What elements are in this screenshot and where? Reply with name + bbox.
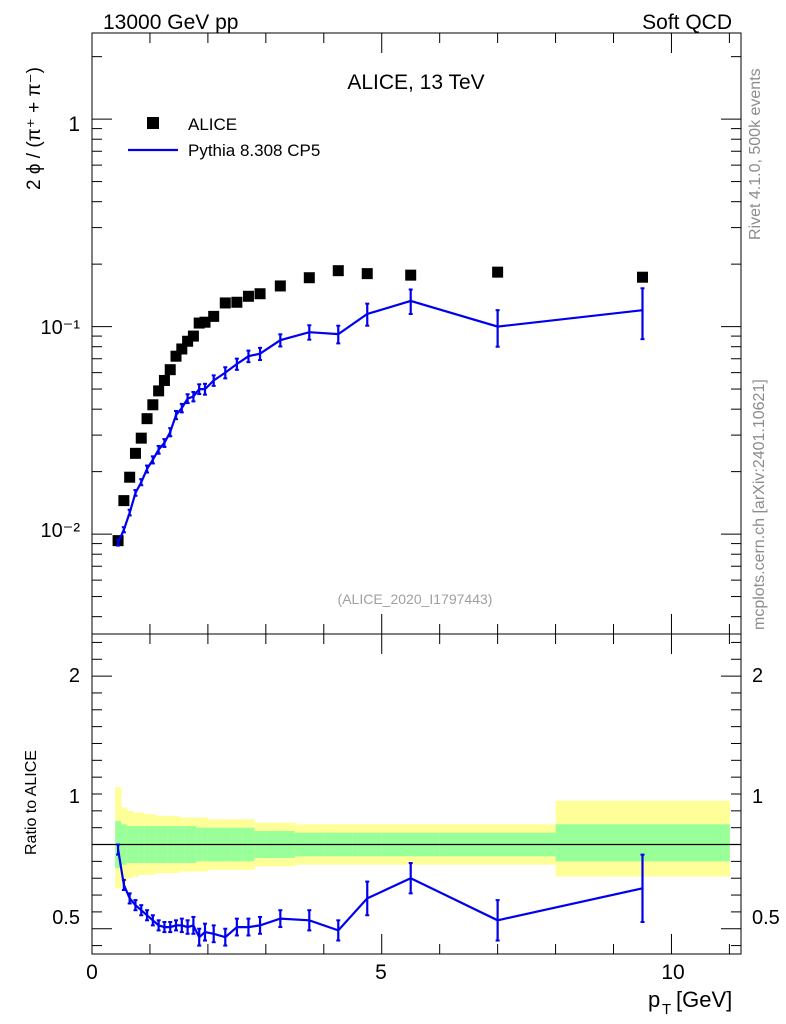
alice-data-point: [254, 288, 266, 300]
ratio-plot-layer: [91, 634, 741, 954]
alice-data-point: [182, 335, 194, 347]
ratio-y-tick-1-right: 1: [752, 786, 763, 808]
y-tick-label-1: 1: [68, 113, 80, 136]
alice-data-point: [135, 432, 147, 444]
alice-data-point: [158, 374, 170, 386]
ratio-frame: [91, 633, 742, 955]
y-tick-label-0.1: 10⁻¹: [41, 317, 81, 339]
main-y-axis-label: 2 ϕ / (π⁺ + π⁻): [24, 67, 45, 190]
alice-data-point: [361, 268, 373, 280]
chart-title: ALICE, 13 TeV: [347, 71, 484, 94]
x-axis-label-unit: [GeV]: [676, 987, 732, 1012]
alice-data-point: [124, 471, 136, 483]
ratio-y-tick-1-left: 1: [69, 786, 80, 808]
alice-data-point: [303, 272, 315, 284]
ratio-y-tick-0.5-left: 0.5: [52, 907, 80, 929]
alice-data-point: [219, 297, 231, 309]
alice-data-point: [231, 296, 243, 308]
y-tick-label-0.01: 10⁻²: [41, 520, 81, 542]
analysis-watermark: (ALICE_2020_I1797443): [338, 591, 493, 607]
alice-data-point: [199, 316, 211, 328]
alice-data-point: [153, 385, 165, 397]
main-plot-layer: [91, 33, 741, 634]
alice-data-point: [141, 413, 153, 425]
alice-data-point: [242, 290, 254, 302]
alice-data-point: [176, 343, 188, 355]
ratio-y-tick-0.5-right: 0.5: [752, 907, 780, 929]
pythia-line-ratio: [117, 849, 643, 939]
x-axis-label-sub: T: [662, 1001, 671, 1018]
alice-data-point: [170, 350, 182, 362]
ratio-y-tick-2-right: 2: [752, 665, 763, 687]
legend-label-pythia: Pythia 8.308 CP5: [188, 141, 320, 160]
x-tick-label-0: 0: [86, 961, 98, 984]
alice-data-point: [405, 269, 417, 281]
x-tick-label-10: 10: [661, 961, 684, 984]
legend-marker-alice: [147, 117, 159, 129]
alice-data-point: [164, 364, 176, 376]
alice-data-point: [274, 280, 286, 292]
rivet-label: Rivet 4.1.0, 500k events: [747, 68, 764, 240]
alice-data-point: [129, 447, 141, 459]
alice-data-point: [147, 399, 159, 411]
pythia-line-main: [117, 299, 643, 544]
alice-data-point: [636, 271, 648, 283]
x-axis-label: p T [GeV]: [648, 987, 732, 1018]
x-axis-label-p: p: [648, 987, 660, 1012]
header-left: 13000 GeV pp: [103, 11, 238, 34]
legend-label-alice: ALICE: [188, 115, 237, 134]
alice-data-point: [208, 310, 220, 322]
ratio-y-tick-2-left: 2: [69, 665, 80, 687]
ratio-panel: Ratio to ALICE 0.5 1 2 0.5 1 2 0 5 10 p …: [23, 633, 780, 1018]
ratio-y-axis-label: Ratio to ALICE: [23, 750, 40, 855]
main-panel: ALICE, 13 TeV (ALICE_2020_I1797443) 2 ϕ …: [24, 32, 742, 635]
alice-data-point: [193, 317, 205, 329]
alice-data-point: [332, 265, 344, 277]
x-tick-label-5: 5: [375, 961, 387, 984]
header-right: Soft QCD: [642, 11, 732, 34]
source-label: mcplots.cern.ch [arXiv:2401.10621]: [751, 379, 768, 630]
alice-data-point: [492, 266, 504, 278]
alice-data-point: [187, 330, 199, 342]
alice-data-point: [118, 495, 130, 507]
legend: ALICE Pythia 8.308 CP5: [128, 115, 320, 160]
